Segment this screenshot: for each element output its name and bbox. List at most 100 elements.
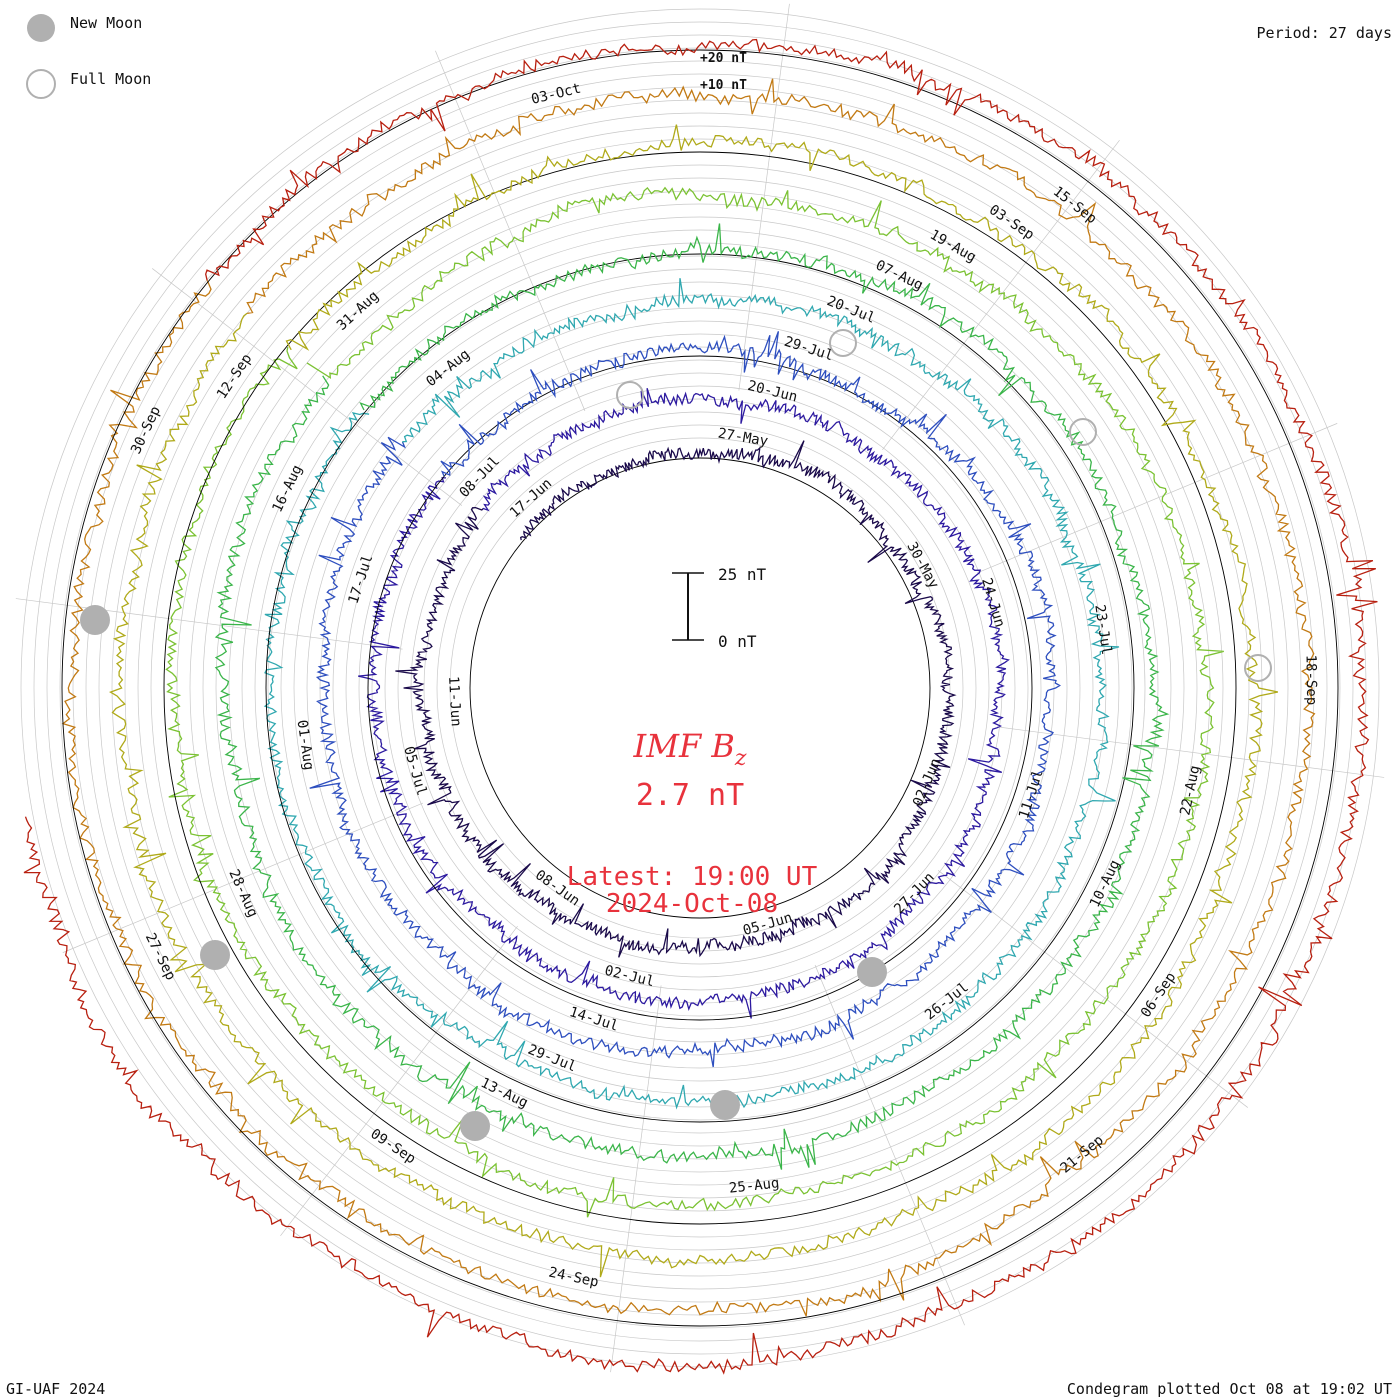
date-label: 30-May — [903, 539, 941, 591]
full-moon-marker — [829, 329, 857, 357]
full-moon-marker — [1069, 418, 1097, 446]
quantity-subscript: z — [734, 746, 747, 771]
date-label: 20-Jun — [746, 378, 799, 406]
series-trace — [309, 331, 1061, 1068]
grid-circle — [410, 398, 990, 978]
credit-label: GI-UAF 2024 — [6, 1380, 105, 1398]
series-trace — [108, 124, 1279, 1278]
grid-spoke — [151, 268, 463, 506]
date-label: 13-Aug — [478, 1075, 531, 1111]
grid-circle — [59, 47, 1341, 1329]
full-moon-legend-label: Full Moon — [70, 70, 151, 88]
grid-circle — [46, 34, 1354, 1342]
new-moon-marker — [710, 1090, 740, 1120]
date-label: 17-Jul — [346, 553, 377, 606]
series-trace — [165, 186, 1224, 1218]
full-moon-marker — [1244, 654, 1272, 682]
series-trace — [23, 38, 1378, 1375]
series-layer — [23, 38, 1378, 1375]
period-label: Period: 27 days — [1257, 24, 1392, 42]
moon-markers — [80, 329, 1272, 1141]
date-label: 02-Jul — [603, 963, 656, 991]
zero-line — [163, 151, 1237, 1225]
date-label: 27-Sep — [142, 931, 179, 983]
full-moon-legend-icon — [26, 69, 56, 99]
series-trace — [61, 78, 1316, 1317]
grid-spoke — [997, 726, 1385, 778]
grid-spoke — [62, 802, 424, 953]
date-label: 10-Aug — [1087, 858, 1123, 911]
new-moon-marker — [460, 1111, 490, 1141]
new-moon-marker — [857, 957, 887, 987]
new-moon-marker — [80, 605, 110, 635]
grid-circle — [306, 294, 1094, 1082]
new-moon-marker — [200, 940, 230, 970]
grid-circle — [202, 190, 1198, 1186]
zero-line — [367, 355, 1033, 1021]
series-trace — [395, 440, 957, 958]
date-label: 23-Jul — [1091, 604, 1114, 656]
grid-circle — [215, 203, 1185, 1173]
series-trace — [214, 223, 1170, 1170]
latest-time: Latest: 19:00 UT — [567, 862, 818, 892]
date-label: 01-Aug — [294, 719, 317, 771]
date-label: 03-Sep — [986, 202, 1037, 243]
date-label: 28-Aug — [225, 867, 260, 920]
grid-circle — [241, 229, 1159, 1147]
grid-spoke — [882, 139, 1120, 451]
grid-circle — [371, 359, 1029, 1017]
scale-top-label: 25 nT — [718, 565, 767, 584]
grid-circle — [358, 346, 1042, 1030]
grid-spoke — [435, 50, 586, 412]
grid-spoke — [738, 3, 790, 391]
date-label: 29-Jul — [526, 1042, 579, 1076]
polar-grid — [15, 3, 1385, 1373]
scale-bottom-label: 0 nT — [718, 632, 757, 651]
grid-circle — [111, 99, 1289, 1277]
grid-circle — [150, 138, 1250, 1238]
series-trace — [263, 278, 1120, 1110]
quantity-title: IMF Bz — [633, 727, 747, 771]
grid-circle — [332, 320, 1068, 1056]
grid-circle — [85, 73, 1315, 1303]
grid-circle — [20, 8, 1380, 1368]
zero-line — [265, 253, 1135, 1123]
plotted-label: Condegram plotted Oct 08 at 19:02 UT — [1067, 1380, 1392, 1398]
grid-spoke — [814, 964, 965, 1326]
latest-date: 2024-Oct-08 — [606, 889, 778, 919]
date-label: 03-Oct — [530, 80, 583, 107]
ring-label-10nt: +10 nT — [700, 78, 747, 93]
date-label: 11-Jun — [445, 676, 464, 727]
grid-spoke — [610, 985, 662, 1373]
zero-line — [469, 457, 931, 919]
grid-circle — [293, 281, 1107, 1095]
grid-circle — [254, 242, 1146, 1134]
zero-line — [61, 49, 1339, 1327]
grid-circle — [189, 177, 1211, 1199]
grid-circle — [384, 372, 1016, 1004]
grid-spoke — [15, 598, 403, 650]
new-moon-legend-icon — [27, 14, 55, 42]
date-label: 24-Sep — [547, 1264, 600, 1290]
grid-circle — [449, 437, 951, 939]
quantity-main: IMF B — [633, 727, 735, 765]
grid-circle — [228, 216, 1172, 1160]
grid-circle — [176, 164, 1224, 1212]
date-label: 27-Jun — [891, 870, 938, 918]
date-label: 18-Sep — [1303, 655, 1320, 706]
ring-label-20nt: +20 nT — [700, 51, 747, 66]
grid-circle — [137, 125, 1263, 1251]
new-moon-legend-label: New Moon — [70, 14, 142, 32]
full-moon-marker — [616, 381, 644, 409]
grid-circle — [98, 86, 1302, 1290]
series-trace — [358, 387, 1010, 1019]
grid-circle — [267, 255, 1133, 1121]
date-label: 25-Aug — [728, 1175, 780, 1196]
date-label: 07-Aug — [873, 257, 926, 293]
date-label: 12-Sep — [214, 351, 255, 402]
date-label: 27-May — [717, 426, 770, 450]
grid-circle — [423, 411, 977, 965]
grid-spoke — [976, 423, 1338, 574]
current-value: 2.7 nT — [636, 778, 744, 813]
